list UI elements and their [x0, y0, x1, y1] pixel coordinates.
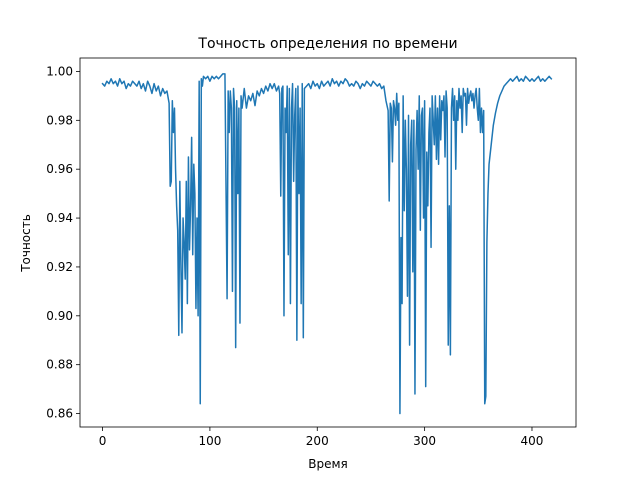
y-tick-label: 0.90 — [46, 309, 73, 323]
x-tick-label: 300 — [413, 434, 436, 448]
y-tick-label: 0.94 — [46, 211, 73, 225]
y-axis-label: Точность — [19, 214, 33, 273]
x-axis: 0 100 200 300 400 — [99, 427, 544, 448]
y-tick-label: 0.92 — [46, 260, 73, 274]
axes-frame — [79, 57, 577, 428]
y-tick-label: 0.96 — [46, 162, 73, 176]
plot-area — [79, 57, 577, 428]
x-tick-label: 400 — [521, 434, 544, 448]
chart-title: Точность определения по времени — [197, 36, 457, 52]
y-tick-label: 0.98 — [46, 113, 73, 127]
y-tick-label: 0.86 — [46, 407, 73, 421]
series-line — [101, 73, 553, 415]
x-tick-label: 100 — [198, 434, 221, 448]
x-tick-label: 200 — [306, 434, 329, 448]
x-axis-label: Время — [308, 457, 348, 471]
x-tick-label: 0 — [99, 434, 107, 448]
y-axis: 0.86 0.88 0.90 0.92 0.94 0.96 0.98 1.00 — [46, 64, 80, 421]
y-tick-label: 0.88 — [46, 358, 73, 372]
y-tick-label: 1.00 — [46, 64, 73, 78]
